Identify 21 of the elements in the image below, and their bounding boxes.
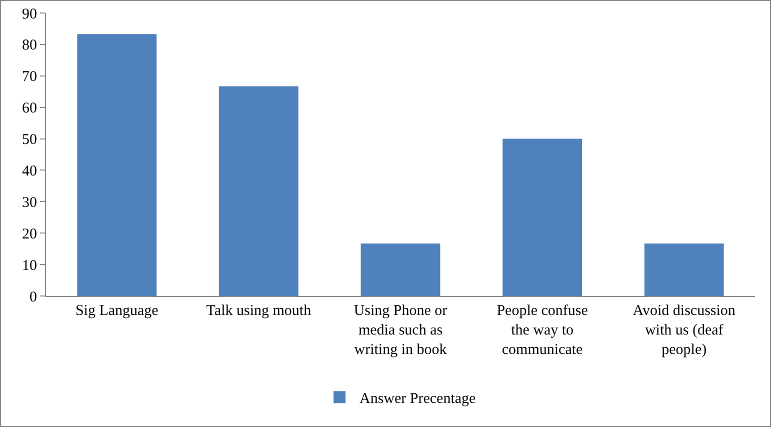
y-tick-label: 70 bbox=[22, 69, 37, 86]
bar bbox=[502, 138, 582, 296]
x-tick-label: Avoid discussion with us (deaf people) bbox=[632, 303, 736, 358]
bar bbox=[644, 243, 724, 296]
y-tick-label: 50 bbox=[22, 132, 37, 148]
y-tick-label: 90 bbox=[22, 6, 37, 22]
y-tick-label: 40 bbox=[22, 163, 37, 180]
y-tick-label: 0 bbox=[30, 289, 37, 306]
y-tick-label: 30 bbox=[22, 194, 37, 211]
y-tick-label: 10 bbox=[22, 258, 37, 274]
legend-label: Answer Precentage bbox=[360, 391, 476, 407]
y-tick-label: 20 bbox=[22, 226, 37, 242]
bar bbox=[360, 243, 440, 296]
x-tick-label: People confuse the way to communicate bbox=[496, 303, 588, 358]
x-tick-label: Using Phone or media such as writing in book bbox=[354, 303, 448, 358]
y-tick-label: 80 bbox=[22, 38, 37, 54]
x-tick-label: Sig Language bbox=[75, 303, 159, 319]
bar bbox=[77, 34, 157, 296]
y-tick-label: 60 bbox=[22, 100, 37, 117]
x-tick-label: Talk using mouth bbox=[206, 303, 312, 319]
bar bbox=[219, 86, 298, 296]
